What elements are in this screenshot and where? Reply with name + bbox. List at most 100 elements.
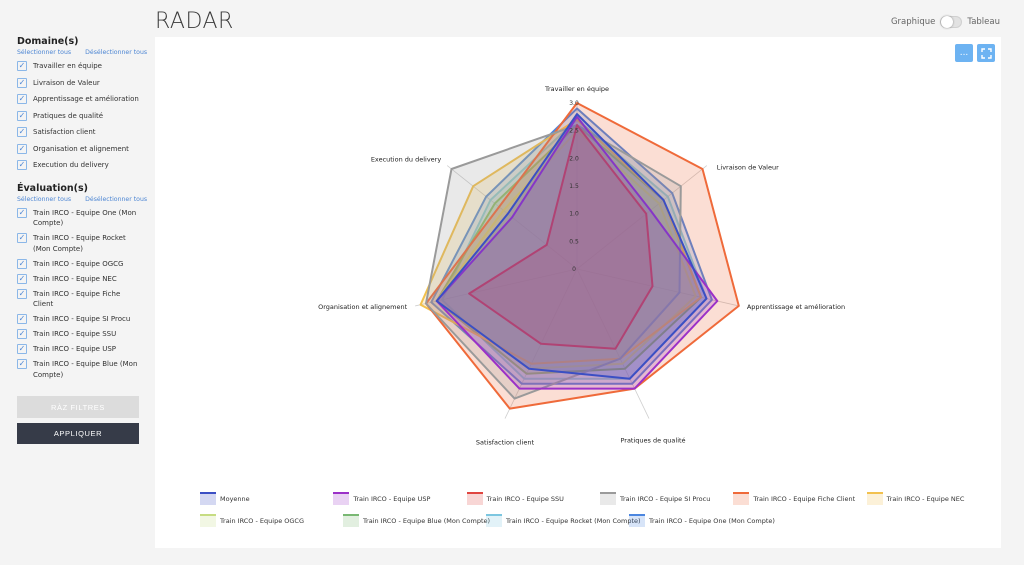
radar-axis-label: Execution du delivery <box>371 156 442 164</box>
legend-row: Train IRCO - Equipe OGCG Train IRCO - Equ… <box>200 514 1000 527</box>
radar-axis-line <box>576 165 708 270</box>
checkbox-checked-icon[interactable]: ✓ <box>17 77 27 88</box>
domaines-checkbox-item[interactable]: ✓ Pratiques de qualité <box>17 110 150 128</box>
evaluations-label-line: Train IRCO - Equipe OGCG <box>33 259 124 268</box>
evaluations-label-line: Train IRCO - Equipe NEC <box>33 274 117 283</box>
radar-series-polygon <box>425 124 682 400</box>
view-toggle[interactable]: Graphique Tableau <box>891 16 1000 28</box>
radar-axis-label: Pratiques de qualité <box>620 437 685 445</box>
domaines-checkbox-item[interactable]: ✓ Satisfaction client <box>17 127 150 144</box>
legend-item[interactable]: Moyenne <box>200 492 333 505</box>
page-title: RADAR <box>155 9 234 34</box>
legend-item[interactable]: Train IRCO - Equipe Rocket (Mon Compte) <box>486 514 641 527</box>
checkbox-checked-icon[interactable]: ✓ <box>17 61 27 71</box>
domaines-deselect-all-link[interactable]: Désélectionner tous <box>85 49 148 56</box>
checkbox-checked-icon[interactable]: ✓ <box>17 160 27 170</box>
evaluations-title: Évaluation(s) <box>17 182 88 194</box>
checkbox-checked-icon[interactable]: ✓ <box>17 314 27 324</box>
radar-axis-label: Organisation et alignement <box>318 303 407 311</box>
legend-swatch <box>629 514 645 527</box>
domaines-select-links: Sélectionner tous Désélectionner tous <box>17 49 150 56</box>
checkbox-checked-icon[interactable]: ✓ <box>17 94 27 104</box>
fullscreen-button[interactable] <box>977 44 995 62</box>
legend-label: Train IRCO - Equipe NEC <box>886 494 965 503</box>
radar-chart: 0 0.5 1.0 1.5 2.0 2.5 3.0 Travailler en équipe L… <box>318 85 845 447</box>
chart-legend: Moyenne Train IRCO - Equipe USP Train IRCO… <box>200 492 1000 527</box>
evaluations-checkbox-item[interactable]: ✓ Train IRCO - Equipe Fiche Client <box>17 288 150 310</box>
domaines-checkbox-label: Satisfaction client <box>33 128 96 136</box>
radar-series-polygon <box>425 102 740 410</box>
evaluations-checkbox-item[interactable]: ✓ Train IRCO - Equipe One (Mon Compte) <box>17 207 150 229</box>
evaluations-checkbox-item[interactable]: ✓ Train IRCO - Equipe USP <box>17 344 150 355</box>
checkbox-checked-icon[interactable]: ✓ <box>17 258 27 269</box>
evaluations-checkbox-label: Train IRCO - Equipe Fiche Client <box>33 289 120 310</box>
checkbox-checked-icon[interactable]: ✓ <box>17 143 27 154</box>
evaluations-list: ✓ Train IRCO - Equipe One (Mon Compte) ✓ Tra… <box>17 207 150 381</box>
toggle-label-tableau[interactable]: Tableau <box>967 17 1000 27</box>
domaines-checkbox-item[interactable]: ✓ Organisation et alignement <box>17 143 150 161</box>
evaluations-checkbox-label: Train IRCO - Equipe SI Procu <box>33 314 130 325</box>
evaluations-checkbox-item[interactable]: ✓ Train IRCO - Equipe OGCG <box>17 258 150 270</box>
evaluations-checkbox-item[interactable]: ✓ Train IRCO - Equipe NEC <box>17 273 150 285</box>
domaines-checkbox-item[interactable]: ✓ Livraison de Valeur <box>17 77 150 95</box>
checkbox-checked-icon[interactable]: ✓ <box>17 329 27 339</box>
apply-button[interactable]: APPLIQUER <box>17 423 139 444</box>
evaluations-checkbox-item[interactable]: ✓ Train IRCO - Equipe Rocket (Mon Compte) <box>17 233 150 254</box>
reset-filters-button[interactable]: RÀZ FILTRES <box>17 396 139 418</box>
domaines-checkbox-item[interactable]: ✓ Travailler en équipe <box>17 61 150 78</box>
evaluations-label-line: Train IRCO - Equipe Fiche <box>33 289 121 298</box>
evaluations-checkbox-item[interactable]: ✓ Train IRCO - Equipe SSU <box>17 329 150 340</box>
radar-axis-label: Livraison de Valeur <box>717 164 779 172</box>
legend-item[interactable]: Train IRCO - Equipe USP <box>333 492 466 505</box>
evaluations-deselect-all-link[interactable]: Désélectionner tous <box>85 195 148 203</box>
legend-item[interactable]: Train IRCO - Equipe One (Mon Compte) <box>629 514 775 527</box>
radar-tick-label: 3.0 <box>569 100 579 107</box>
checkbox-checked-icon[interactable]: ✓ <box>17 359 27 369</box>
legend-item[interactable]: Train IRCO - Equipe SI Procu <box>599 492 733 505</box>
toggle-knob[interactable] <box>941 16 954 28</box>
legend-item[interactable]: Train IRCO - Equipe NEC <box>866 492 1000 505</box>
radar-tick-label: 2.0 <box>569 155 579 162</box>
domaines-select-all-link[interactable]: Sélectionner tous <box>17 49 72 56</box>
checkbox-checked-icon[interactable]: ✓ <box>17 127 27 137</box>
toggle-label-graphique[interactable]: Graphique <box>890 17 936 27</box>
view-toggle-switch[interactable] <box>940 16 963 28</box>
radar-tick-label: 2.5 <box>569 128 579 135</box>
evaluations-checkbox-label: Train IRCO - Equipe NEC <box>33 274 117 285</box>
legend-item[interactable]: Train IRCO - Equipe SSU <box>466 492 600 505</box>
radar-series-polygon <box>435 113 708 380</box>
legend-swatch <box>343 514 359 527</box>
evaluations-select-all-link[interactable]: Sélectionner tous <box>17 195 72 203</box>
evaluations-checkbox-item[interactable]: ✓ Train IRCO - Equipe Blue (Mon Compte) <box>17 359 150 380</box>
domaines-checkbox-label: Execution du delivery <box>33 161 109 169</box>
legend-item[interactable]: Train IRCO - Equipe Blue (Mon Compte) <box>343 514 490 527</box>
checkbox-checked-icon[interactable]: ✓ <box>17 110 27 121</box>
legend-label: Train IRCO - Equipe Fiche Client <box>753 494 856 503</box>
evaluations-label-line: Train IRCO - Equipe Blue (Mon <box>33 360 138 368</box>
legend-item[interactable]: Train IRCO - Equipe OGCG <box>200 514 343 527</box>
evaluations-checkbox-label: Train IRCO - Equipe One (Mon Compte) <box>33 208 136 229</box>
legend-label: Train IRCO - Equipe One (Mon Compte) <box>649 516 775 525</box>
radar-series-polygon <box>441 118 708 380</box>
legend-label: Train IRCO - Equipe OGCG <box>220 516 304 525</box>
evaluations-label-line: Train IRCO - Equipe One (Mon <box>33 208 137 217</box>
radar-tick-label: 0 <box>572 266 576 273</box>
domaines-checkbox-item[interactable]: ✓ Apprentissage et amélioration <box>17 94 150 111</box>
checkbox-checked-icon[interactable]: ✓ <box>17 344 27 354</box>
checkbox-checked-icon[interactable]: ✓ <box>17 207 27 218</box>
evaluations-checkbox-item[interactable]: ✓ Train IRCO - Equipe SI Procu <box>17 314 150 325</box>
evaluations-checkbox-label: Train IRCO - Equipe SSU <box>33 329 116 340</box>
checkbox-checked-icon[interactable]: ✓ <box>17 233 27 243</box>
checkbox-checked-icon[interactable]: ✓ <box>17 288 27 299</box>
fullscreen-icon <box>980 47 992 59</box>
domaines-checkbox-item[interactable]: ✓ Execution du delivery <box>17 160 150 177</box>
more-options-button[interactable]: ... <box>955 44 973 62</box>
evaluations-label-line: Train IRCO - Equipe USP <box>33 345 116 353</box>
checkbox-checked-icon[interactable]: ✓ <box>17 273 27 284</box>
radar-axis-label: Apprentissage et amélioration <box>747 303 845 311</box>
legend-item[interactable]: Train IRCO - Equipe Fiche Client <box>733 492 866 505</box>
evaluations-checkbox-label: Train IRCO - Equipe Rocket (Mon Compte) <box>33 233 126 254</box>
legend-swatch <box>333 492 350 505</box>
radar-axis-label: Travailler en équipe <box>544 85 609 93</box>
legend-label: Train IRCO - Equipe USP <box>353 494 431 503</box>
